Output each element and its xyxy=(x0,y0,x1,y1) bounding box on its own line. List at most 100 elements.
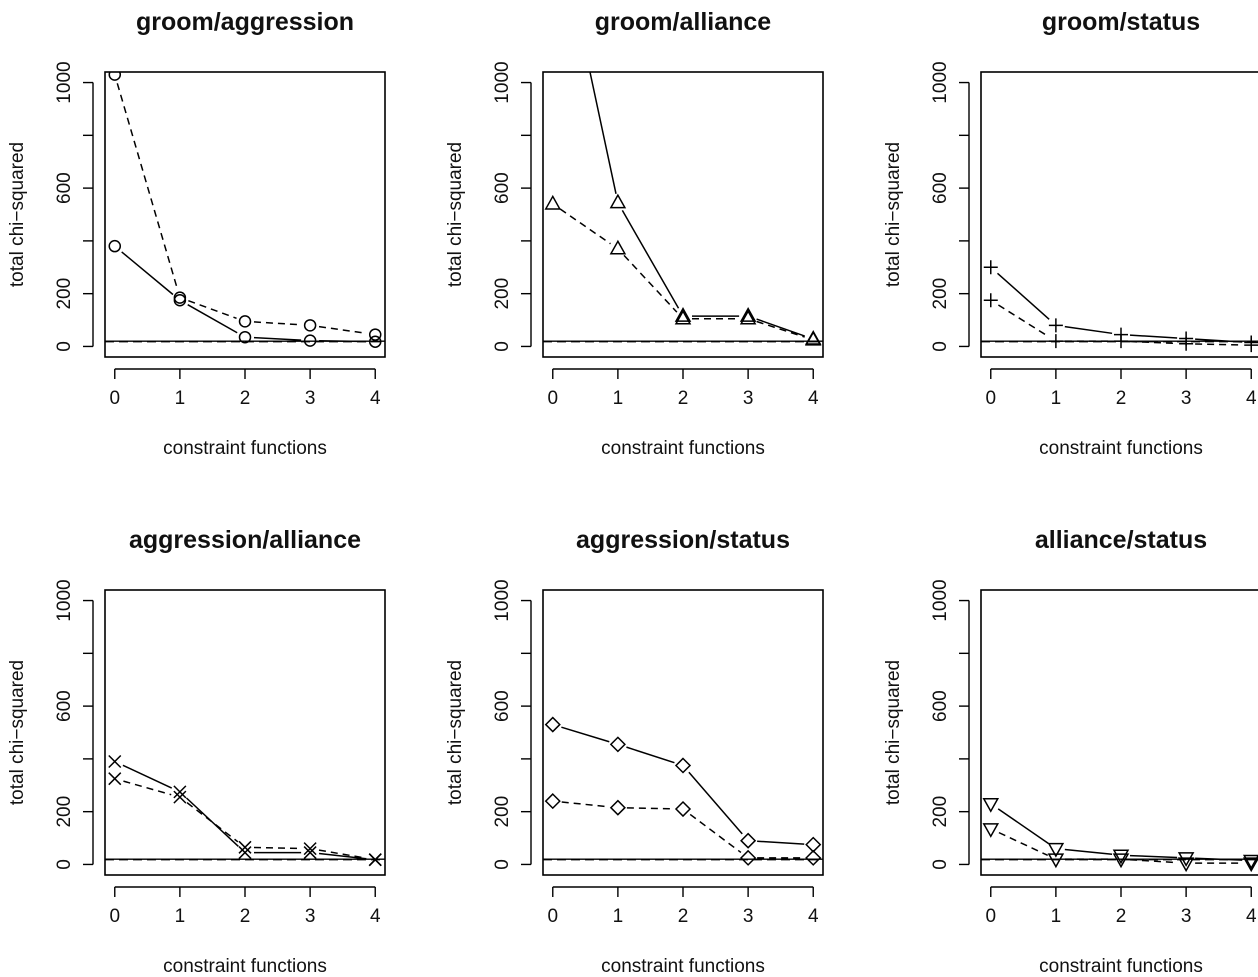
plot-area xyxy=(981,798,1258,873)
chart-panels: groom/aggression 0 1 2 3 4 constraint function… xyxy=(7,8,1258,977)
data-point-diamond xyxy=(674,757,692,774)
data-point-diamond xyxy=(805,849,822,866)
series-segment xyxy=(996,272,1050,320)
series-segment xyxy=(1129,334,1178,339)
y-axis-label: total chi−squared xyxy=(445,142,466,287)
y-tick-label: 200 xyxy=(930,796,951,828)
series-segment xyxy=(186,802,239,843)
y-tick-label: 600 xyxy=(930,690,951,722)
data-point-triangle-down xyxy=(982,823,1000,838)
data-point-triangle-down xyxy=(1047,842,1065,858)
x-tick-label: 2 xyxy=(1116,906,1127,927)
x-tick-label: 2 xyxy=(678,388,689,409)
plot-frame xyxy=(542,71,824,358)
x-tick-label: 4 xyxy=(808,388,819,409)
series-segment xyxy=(122,764,173,789)
chart-panel: groom/aggression 0 1 2 3 4 constraint function… xyxy=(7,8,386,459)
chart-panel: alliance/status 0 1 2 3 4 constraint functions… xyxy=(883,526,1258,977)
series-segment xyxy=(1129,858,1178,864)
series-solid xyxy=(544,716,822,853)
data-point-diamond xyxy=(674,800,692,818)
x-axis-label: constraint functions xyxy=(601,956,765,977)
chart-title: alliance/status xyxy=(1035,526,1207,554)
x-tick-label: 2 xyxy=(1116,388,1127,409)
data-point-circle xyxy=(108,72,122,81)
chart-title: aggression/alliance xyxy=(129,526,361,554)
data-point-x xyxy=(303,842,317,856)
data-point-triangle-up xyxy=(674,309,692,325)
data-point-plus xyxy=(1179,336,1194,351)
x-axis-label: constraint functions xyxy=(1039,438,1203,459)
data-point-circle xyxy=(303,319,317,332)
series-solid xyxy=(589,72,822,345)
series-segment xyxy=(626,807,675,810)
series-segment xyxy=(253,321,302,326)
data-point-x xyxy=(238,846,252,860)
data-point-circle xyxy=(238,315,252,328)
series-segment xyxy=(1195,857,1243,861)
y-tick-label: 200 xyxy=(54,278,75,310)
data-point-x xyxy=(108,754,122,769)
data-point-triangle-down xyxy=(982,798,1000,813)
x-tick-label: 3 xyxy=(743,906,754,927)
data-point-triangle-down xyxy=(1112,849,1130,865)
x-tick-label: 4 xyxy=(808,906,819,927)
x-tick-label: 3 xyxy=(1181,906,1192,927)
data-point-x xyxy=(173,790,187,804)
data-point-circle xyxy=(108,239,122,253)
series-dashed xyxy=(982,823,1258,873)
data-point-circle xyxy=(173,291,187,304)
x-tick-label: 1 xyxy=(175,388,186,409)
data-point-diamond xyxy=(609,736,626,753)
series-segment xyxy=(319,340,367,343)
plot-area xyxy=(543,716,823,866)
x-axis-label: constraint functions xyxy=(1039,956,1203,977)
x-tick-label: 1 xyxy=(613,906,624,927)
x-tick-label: 3 xyxy=(743,388,754,409)
x-axis-label: constraint functions xyxy=(163,438,327,459)
data-point-diamond xyxy=(544,793,561,810)
y-tick-label: 0 xyxy=(54,341,75,352)
series-segment xyxy=(626,746,675,764)
x-tick-label: 0 xyxy=(109,906,120,927)
series-segment xyxy=(253,336,302,341)
data-point-circle xyxy=(238,330,252,344)
y-tick-label: 0 xyxy=(492,341,513,352)
y-tick-label: 0 xyxy=(930,859,951,870)
series-segment xyxy=(1129,854,1178,859)
series-segment xyxy=(688,771,743,835)
plot-area xyxy=(543,72,823,346)
series-segment xyxy=(559,208,611,245)
series-segment xyxy=(188,300,237,319)
y-axis-label: total chi−squared xyxy=(7,142,28,287)
series-segment xyxy=(185,797,239,847)
series-segment xyxy=(116,83,179,290)
series-segment xyxy=(318,849,367,859)
y-tick-label: 200 xyxy=(54,796,75,828)
y-tick-label: 200 xyxy=(492,278,513,310)
series-segment xyxy=(756,318,805,337)
series-solid xyxy=(108,754,382,867)
data-point-plus xyxy=(1048,334,1063,349)
data-point-plus xyxy=(1244,338,1258,353)
x-tick-label: 1 xyxy=(613,388,624,409)
data-point-circle xyxy=(303,334,317,347)
series-segment xyxy=(561,726,610,743)
series-dashed xyxy=(544,194,822,346)
x-tick-label: 3 xyxy=(305,388,316,409)
x-tick-label: 0 xyxy=(109,388,120,409)
x-tick-label: 3 xyxy=(305,906,316,927)
series-segment xyxy=(756,320,805,338)
x-axis-label: constraint functions xyxy=(601,438,765,459)
x-tick-label: 4 xyxy=(1246,906,1257,927)
series-segment xyxy=(997,304,1049,338)
y-tick-label: 0 xyxy=(54,859,75,870)
data-point-diamond xyxy=(740,832,757,849)
series-segment xyxy=(623,254,678,313)
series-solid xyxy=(108,239,382,348)
x-tick-label: 0 xyxy=(985,388,996,409)
data-point-plus xyxy=(983,260,998,275)
y-tick-label: 1000 xyxy=(492,61,513,103)
x-tick-label: 1 xyxy=(175,906,186,927)
